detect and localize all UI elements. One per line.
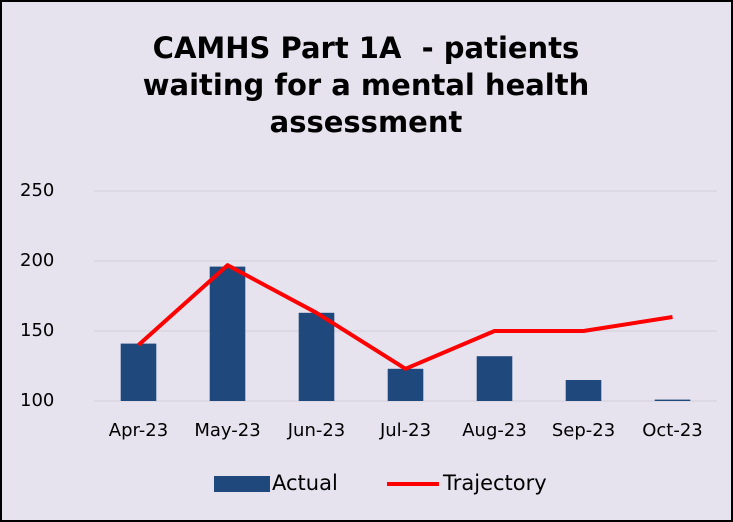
- legend-label: Actual: [272, 471, 338, 495]
- x-tick-label: May-23: [194, 420, 260, 441]
- line: [137, 263, 673, 371]
- y-tick-label: 200: [20, 250, 54, 271]
- x-tick-label: Aug-23: [462, 420, 527, 441]
- y-tick-label: 150: [20, 320, 54, 341]
- bar: [565, 380, 602, 401]
- bar: [387, 368, 424, 401]
- legend-swatch: [214, 476, 270, 492]
- x-tick-label: Jun-23: [287, 420, 346, 441]
- legend-label: Trajectory: [442, 471, 547, 495]
- bar: [209, 266, 246, 401]
- y-tick-label: 250: [20, 180, 54, 201]
- y-tick-label: 100: [20, 390, 54, 411]
- x-tick-label: Oct-23: [642, 420, 703, 441]
- bar: [120, 343, 157, 401]
- x-tick-label: Apr-23: [109, 420, 168, 441]
- chart-title: CAMHS Part 1A - patients waiting for a m…: [142, 31, 600, 139]
- bar: [298, 312, 335, 401]
- x-tick-label: Sep-23: [552, 420, 615, 441]
- x-tick-label: Jul-23: [379, 420, 431, 441]
- bar: [476, 356, 513, 401]
- bar: [654, 399, 691, 401]
